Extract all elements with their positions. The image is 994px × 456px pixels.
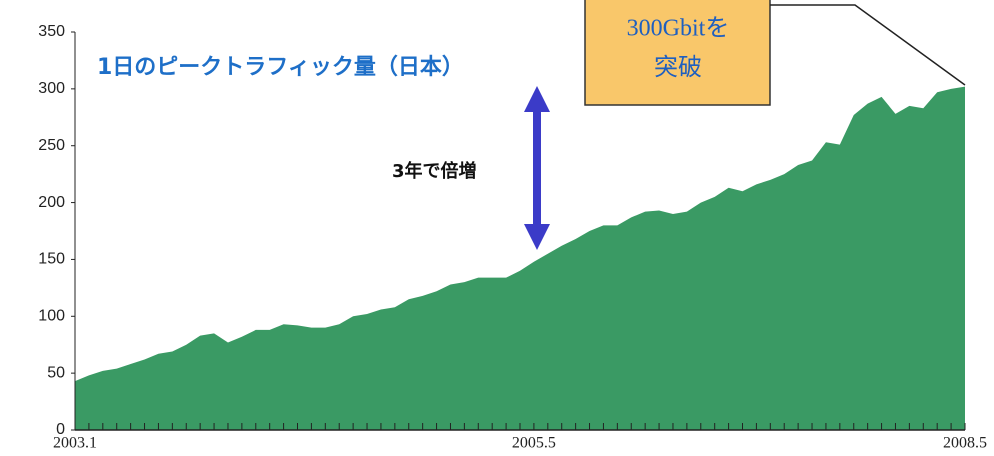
- area: [75, 86, 965, 430]
- x-tick-label: 2008.5: [943, 435, 987, 452]
- y-tick-label: 200: [38, 194, 65, 211]
- callout-leader: [770, 4, 966, 86]
- callout-box: [584, 0, 771, 106]
- double-arrow: [524, 86, 550, 250]
- x-tick-label: 2003.1: [53, 435, 97, 452]
- annotation: 3年で倍増: [392, 160, 477, 182]
- y-tick-label: 0: [56, 421, 65, 438]
- y-tick-label: 350: [38, 23, 65, 40]
- y-tick-label: 250: [38, 137, 65, 154]
- chart-title: 1日のピークトラフィック量（日本）: [97, 55, 464, 80]
- x-tick-label: 2005.5: [512, 435, 556, 452]
- y-tick-label: 150: [38, 251, 65, 268]
- y-tick-label: 300: [38, 80, 65, 97]
- y-tick-label: 100: [38, 308, 65, 325]
- y-tick-label: 50: [47, 364, 65, 381]
- callout-text: 300Gbitを: [627, 16, 730, 42]
- callout-text: 突破: [654, 53, 702, 81]
